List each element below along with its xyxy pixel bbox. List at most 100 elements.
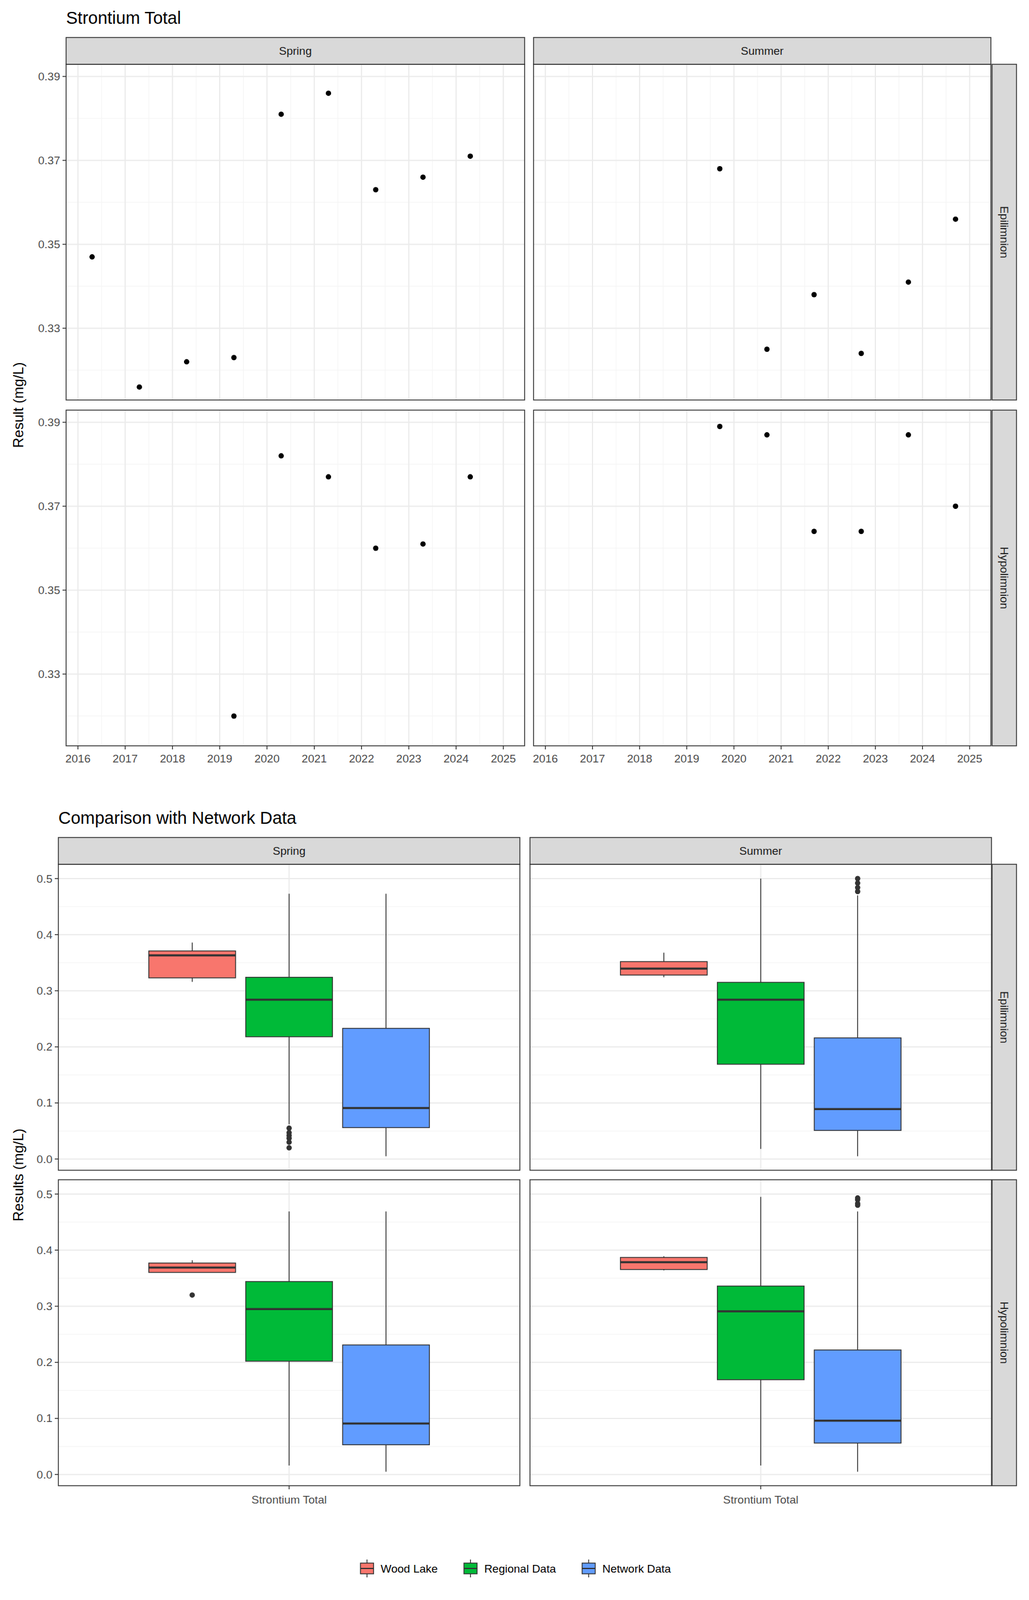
x-grid — [968, 64, 971, 401]
x-tick — [638, 746, 641, 750]
marks — [89, 90, 473, 391]
minor-grid — [756, 410, 758, 747]
y-tick-label: 0.0 — [36, 1469, 53, 1482]
x-tick-label: 2022 — [815, 752, 841, 766]
x-tick-label: 2019 — [207, 752, 233, 766]
x-tick — [591, 746, 594, 750]
point — [467, 153, 473, 159]
x-grid — [313, 410, 316, 747]
x-tick-label: 2016 — [532, 752, 558, 766]
y-tick — [62, 590, 67, 592]
box — [245, 977, 333, 1038]
box — [148, 1263, 236, 1274]
point — [764, 432, 770, 438]
point — [231, 713, 237, 719]
minor-grid — [432, 410, 433, 747]
panel-border — [66, 64, 525, 401]
y-tick — [54, 1046, 59, 1049]
minor-grid — [898, 410, 900, 747]
point — [325, 90, 332, 96]
x-tick — [780, 746, 782, 750]
whisker-low — [191, 978, 193, 983]
strip — [992, 864, 1017, 1171]
x-tick — [827, 746, 829, 750]
box — [620, 961, 708, 976]
minor-grid — [851, 64, 853, 401]
x-grid — [733, 410, 735, 747]
x-tick-label: 2021 — [768, 752, 794, 766]
x-tick — [760, 1486, 762, 1490]
box — [342, 1345, 430, 1446]
minor-grid — [290, 410, 291, 747]
strip — [533, 37, 991, 65]
y-tick-label: 0.35 — [38, 238, 61, 251]
marks — [716, 166, 959, 357]
minor-grid — [709, 410, 711, 747]
strip-label: Spring — [279, 44, 313, 58]
minor-grid — [195, 410, 197, 747]
point — [716, 166, 723, 172]
box — [620, 1258, 708, 1271]
x-grid — [733, 64, 735, 401]
point — [372, 545, 379, 551]
box — [814, 1350, 901, 1444]
y-tick-label: 0.1 — [36, 1096, 53, 1110]
minor-grid — [851, 410, 853, 747]
y-tick-label: 0.5 — [36, 872, 53, 886]
median — [342, 1107, 430, 1110]
y-tick-label: 0.35 — [38, 584, 61, 597]
box — [717, 982, 805, 1065]
x-grid — [502, 64, 504, 401]
strip-label: Spring — [272, 844, 306, 858]
y-tick-label: 0.5 — [36, 1188, 53, 1202]
point — [184, 359, 190, 365]
x-tick-label: 2025 — [956, 752, 982, 766]
x-tick — [503, 746, 505, 750]
strip-label: Hypolimnion — [998, 1302, 1011, 1365]
x-tick — [969, 746, 971, 750]
whisker-low — [385, 1127, 388, 1157]
x-tick-label: 2025 — [490, 752, 516, 766]
point — [716, 423, 723, 430]
point — [278, 111, 285, 117]
x-grid — [591, 64, 594, 401]
minor-grid — [384, 410, 386, 747]
x-tick — [455, 746, 457, 750]
whisker-high — [385, 1211, 388, 1346]
x-tick-label: 2021 — [301, 752, 327, 766]
median — [814, 1108, 901, 1112]
x-grid — [874, 64, 876, 401]
box — [814, 1038, 901, 1131]
y-tick-label: 0.2 — [36, 1040, 53, 1054]
panel-background — [533, 410, 991, 747]
panel-background — [533, 64, 991, 401]
x-grid — [686, 410, 688, 747]
point — [325, 474, 332, 480]
x-grid — [455, 410, 457, 747]
x-tick-label: Strontium Total — [251, 1494, 327, 1507]
x-grid — [313, 64, 316, 401]
whisker-high — [191, 942, 193, 951]
y-tick — [62, 160, 67, 162]
minor-grid — [568, 64, 570, 401]
box — [342, 1029, 430, 1129]
x-tick-label: 2019 — [674, 752, 700, 766]
x-tick — [360, 746, 363, 750]
marks — [148, 1211, 430, 1473]
minor-grid — [195, 64, 197, 401]
y-tick-label: 0.37 — [38, 500, 61, 513]
figure: Strontium TotalResult (mg/L)0.330.350.37… — [0, 0, 1029, 1600]
minor-grid — [337, 64, 339, 401]
panel-border — [529, 1180, 992, 1487]
point — [952, 503, 959, 510]
whisker-high — [857, 895, 859, 1038]
box — [245, 1282, 333, 1362]
minor-grid — [101, 410, 102, 747]
x-grid — [408, 64, 410, 401]
legend-key-median — [463, 1568, 477, 1570]
point — [372, 186, 379, 193]
y-tick — [54, 1362, 59, 1364]
legend-item: Wood Lake — [360, 1560, 438, 1579]
point — [231, 354, 237, 361]
minor-grid — [479, 64, 480, 401]
